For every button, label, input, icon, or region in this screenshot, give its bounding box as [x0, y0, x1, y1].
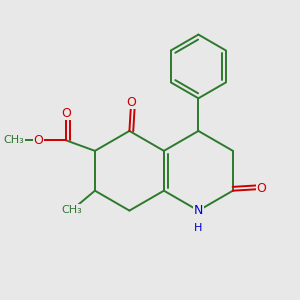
- Text: H: H: [194, 223, 202, 233]
- Text: N: N: [194, 204, 203, 217]
- Text: O: O: [34, 134, 44, 147]
- Text: CH₃: CH₃: [62, 205, 82, 215]
- Text: O: O: [61, 107, 71, 120]
- Text: CH₃: CH₃: [4, 135, 24, 145]
- Text: O: O: [126, 96, 136, 109]
- Text: O: O: [256, 182, 266, 196]
